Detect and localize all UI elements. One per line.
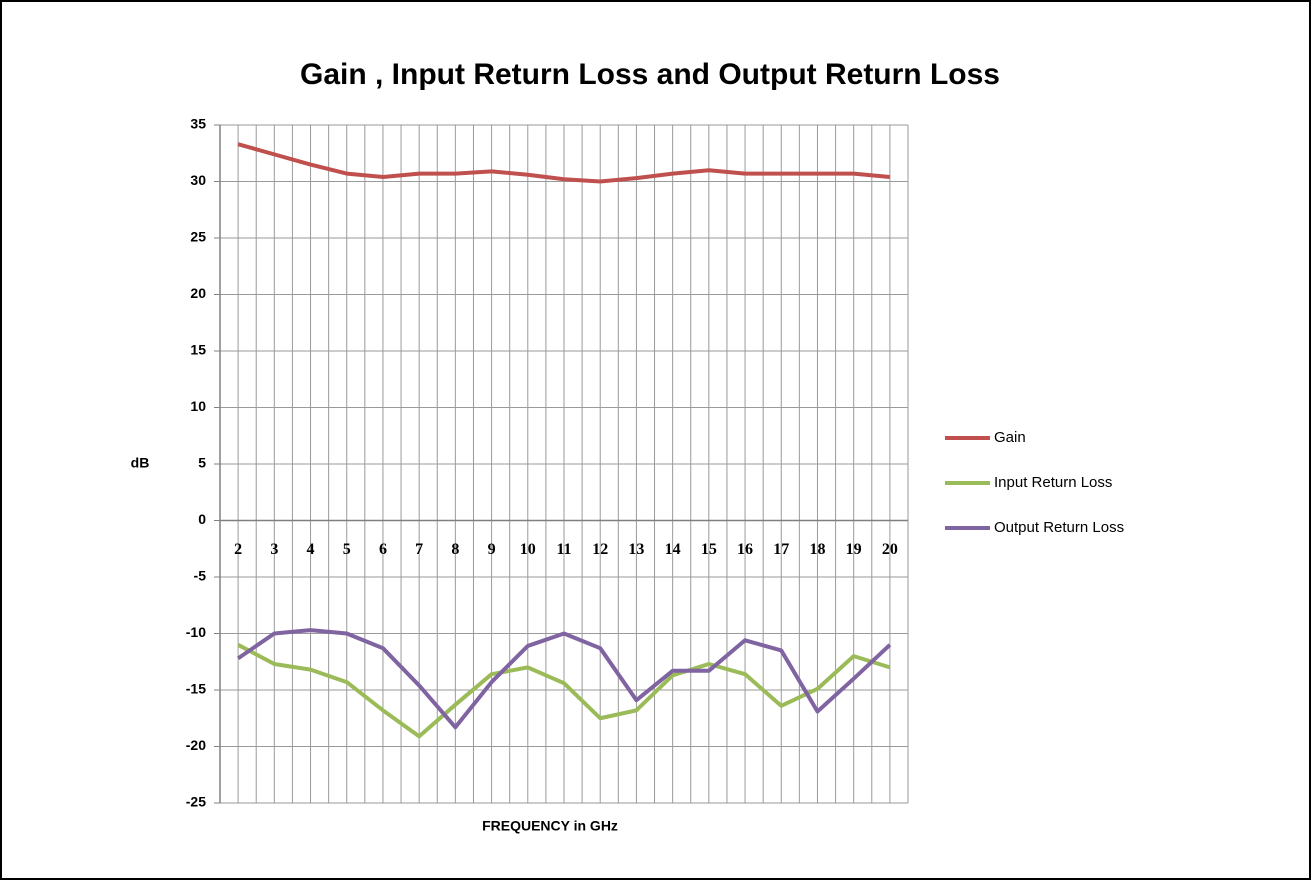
y-tick-label: -20	[186, 737, 206, 753]
y-tick-label: 20	[190, 285, 206, 301]
x-tick-label: 20	[882, 541, 898, 558]
x-tick-label: 16	[737, 541, 753, 558]
series-line	[237, 643, 891, 739]
legend-label: Gain	[994, 429, 1026, 446]
x-tick-label: 12	[592, 541, 608, 558]
x-tick-label: 6	[379, 541, 387, 558]
y-tick-label: 5	[198, 455, 206, 471]
x-tick-label: 10	[520, 541, 536, 558]
y-tick-label: 30	[190, 172, 206, 188]
x-tick-label: 19	[846, 541, 862, 558]
y-tick-label: 0	[198, 511, 206, 527]
y-tick-label: 15	[190, 342, 206, 358]
x-tick-label: 4	[307, 541, 315, 558]
series-line	[236, 628, 892, 730]
chart-title: Gain , Input Return Loss and Output Retu…	[300, 58, 1000, 91]
y-tick-label: -10	[186, 624, 206, 640]
x-tick-label: 15	[701, 541, 717, 558]
x-tick-label: 7	[415, 541, 423, 558]
x-tick-label: 8	[451, 541, 459, 558]
x-tick-label: 11	[556, 541, 571, 558]
y-tick-label: 25	[190, 229, 206, 245]
x-axis-label: FREQUENCY in GHz	[482, 818, 618, 834]
x-tick-label: 13	[628, 541, 644, 558]
x-tick-label: 3	[270, 541, 278, 558]
y-tick-label: -5	[194, 568, 207, 584]
x-tick-label: 14	[665, 541, 681, 558]
y-axis-label: dB	[131, 455, 150, 471]
x-tick-label: 2	[234, 541, 242, 558]
legend-label: Input Return Loss	[994, 474, 1112, 491]
x-tick-label: 9	[488, 541, 496, 558]
y-tick-label: -25	[186, 794, 206, 810]
y-tick-label: -15	[186, 681, 206, 697]
x-tick-label: 17	[773, 541, 789, 558]
y-tick-label: 35	[190, 116, 206, 132]
x-tick-label: 5	[343, 541, 351, 558]
series-line	[237, 142, 891, 184]
y-tick-label: 10	[190, 398, 206, 414]
x-tick-label: 18	[809, 541, 825, 558]
legend-label: Output Return Loss	[994, 519, 1124, 536]
